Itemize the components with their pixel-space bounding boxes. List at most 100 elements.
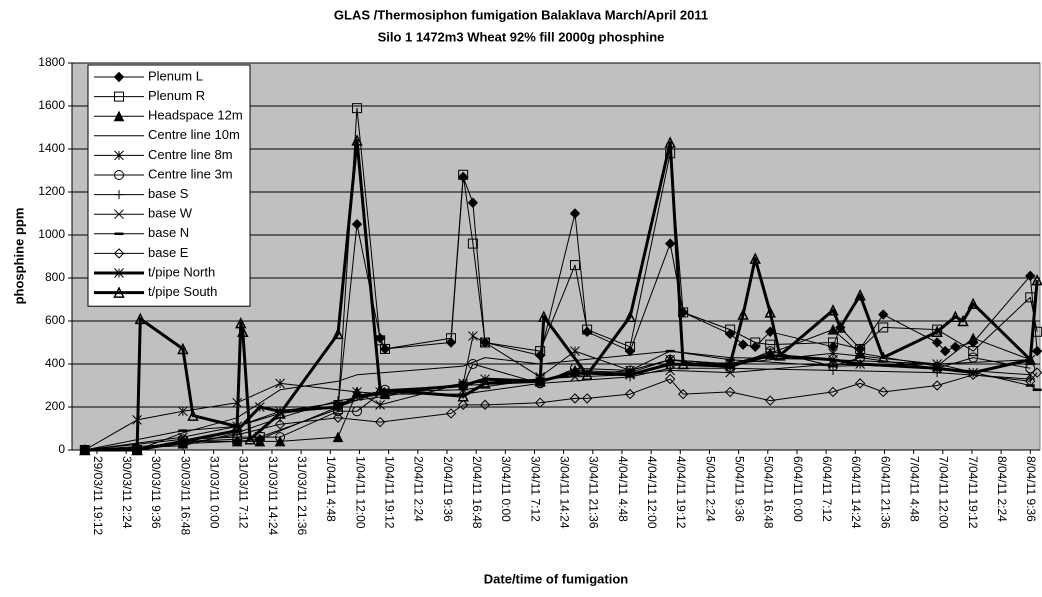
marker (114, 150, 124, 161)
data-point (931, 380, 943, 391)
data-point (274, 418, 286, 430)
data-point (725, 324, 736, 335)
x-tick-label: 30/03/11 2:24 (120, 456, 134, 529)
data-point (1031, 345, 1042, 357)
x-tick-label: 3/04/11 21:36 (587, 456, 601, 529)
y-tick-label: 1200 (38, 184, 65, 198)
data-point (374, 383, 386, 396)
x-tick-label: 4/04/11 19:12 (674, 456, 688, 529)
data-point (375, 399, 385, 410)
chart-subtitle: Silo 1 1472m3 Wheat 92% fill 2000g phosp… (378, 29, 665, 44)
x-tick-label: 5/04/11 16:48 (762, 456, 776, 529)
x-tick-label: 31/03/11 14:24 (266, 456, 280, 536)
series-line (84, 367, 1031, 451)
x-tick-label: 3/04/11 0:00 (499, 456, 513, 522)
data-point (737, 339, 749, 350)
data-point (774, 349, 786, 361)
marker (114, 170, 124, 180)
data-point (534, 397, 546, 408)
marker (113, 71, 125, 83)
x-tick-label: 6/04/11 21:36 (878, 456, 892, 529)
legend-label: base N (148, 225, 189, 240)
data-point (178, 436, 188, 447)
data-point (134, 312, 147, 325)
data-point (1024, 353, 1036, 365)
x-tick-label: 2/04/11 2:24 (412, 456, 426, 522)
legend-label: Centre line 3m (148, 166, 233, 181)
x-tick-label: 4/04/11 12:00 (645, 456, 659, 529)
data-point (1025, 270, 1036, 282)
x-tick-label: 2/04/11 9:36 (441, 456, 455, 522)
x-tick-label: 31/03/11 0:00 (207, 456, 221, 529)
legend-label: Centre line 8m (148, 147, 233, 162)
data-point (664, 373, 676, 385)
x-tick-label: 6/04/11 14:24 (849, 456, 863, 529)
legend-label: base S (148, 186, 189, 201)
data-point (677, 357, 689, 370)
series (79, 103, 1042, 455)
x-tick-label: 3/04/11 14:24 (557, 456, 571, 529)
data-point (274, 407, 286, 419)
data-point (931, 325, 943, 337)
data-point (968, 352, 979, 363)
data-point (177, 342, 189, 355)
data-point (625, 341, 636, 352)
x-tick-label: 8/04/11 9:36 (1024, 456, 1038, 522)
series (79, 134, 1042, 456)
series-line (84, 350, 1031, 451)
x-tick-label: 7/04/11 12:00 (937, 456, 951, 529)
x-tick-label: 1/04/11 19:12 (382, 456, 396, 529)
y-tick-label: 800 (45, 270, 65, 284)
data-point (855, 359, 865, 369)
data-point (967, 297, 979, 310)
y-tick-label: 1400 (38, 141, 65, 155)
marker (114, 209, 124, 220)
data-point (79, 443, 91, 456)
x-tick-label: 6/04/11 7:12 (820, 456, 834, 522)
data-point (724, 386, 736, 398)
data-point (479, 399, 491, 411)
data-point (968, 346, 979, 357)
legend-label: Plenum L (148, 68, 203, 83)
marker (114, 91, 124, 102)
data-point (582, 324, 593, 335)
data-point (332, 431, 344, 443)
x-tick-label: 30/03/11 16:48 (178, 456, 192, 536)
x-tick-label: 1/04/11 12:00 (353, 456, 367, 529)
data-point (480, 337, 490, 348)
x-tick-label: 29/03/11 19:12 (91, 456, 105, 536)
data-point (624, 388, 636, 400)
chart-title: GLAS /Thermosiphon fumigation Balaklava … (334, 7, 708, 22)
data-point (467, 359, 478, 369)
legend: Plenum L Plenum R Headspace 12m Centre line… (87, 64, 251, 307)
legend-box (87, 64, 251, 307)
y-tick-label: 600 (45, 313, 65, 327)
data-point (581, 368, 593, 380)
x-axis-label: Date/time of fumigation (484, 571, 629, 586)
data-point (724, 357, 736, 370)
data-point (244, 433, 256, 445)
x-tick-label: 2/04/11 16:48 (470, 456, 484, 529)
data-point (332, 327, 344, 340)
data-point (624, 310, 636, 322)
y-tick-label: 400 (45, 356, 65, 370)
legend-label: t/pipe South (148, 284, 217, 299)
data-point (737, 308, 749, 320)
x-tick-label: 7/04/11 4:48 (907, 456, 921, 522)
x-tick-label: 3/04/11 7:12 (528, 456, 542, 522)
data-point (569, 393, 581, 404)
data-point (749, 252, 761, 264)
x-tick-label: 4/04/11 4:48 (616, 456, 630, 522)
x-tick-label: 6/04/11 0:00 (791, 456, 805, 522)
data-point (351, 219, 363, 230)
data-point (664, 238, 676, 249)
x-tick-label: 5/04/11 9:36 (732, 456, 746, 522)
data-point (1031, 367, 1042, 378)
y-tick-label: 1800 (38, 55, 65, 69)
data-point (957, 314, 969, 327)
y-tick-label: 200 (45, 399, 65, 413)
x-tick-label: 31/03/11 7:12 (237, 456, 251, 529)
legend-label: base W (148, 206, 193, 221)
data-point (467, 238, 478, 249)
